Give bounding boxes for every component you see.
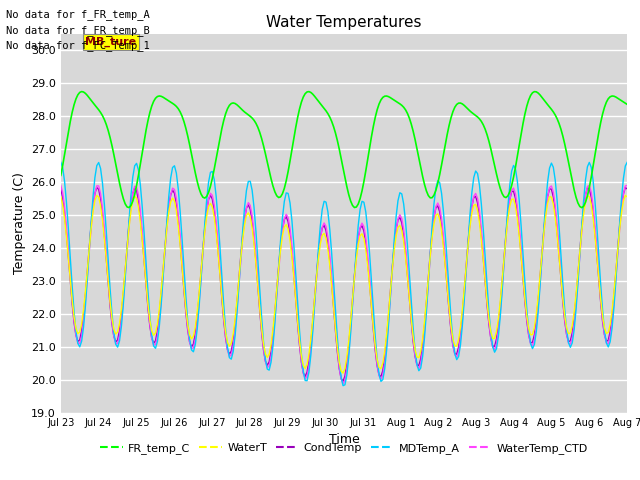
Text: No data for f_FR_temp_A: No data for f_FR_temp_A: [6, 9, 150, 20]
Text: MB_ture: MB_ture: [85, 37, 136, 48]
X-axis label: Time: Time: [328, 433, 360, 446]
Legend: FR_temp_C, WaterT, CondTemp, MDTemp_A, WaterTemp_CTD: FR_temp_C, WaterT, CondTemp, MDTemp_A, W…: [96, 439, 592, 458]
Y-axis label: Temperature (C): Temperature (C): [13, 172, 26, 274]
Text: No data for f_FC_Temp_1: No data for f_FC_Temp_1: [6, 40, 150, 51]
Text: No data for f_FR_temp_B: No data for f_FR_temp_B: [6, 24, 150, 36]
Title: Water Temperatures: Water Temperatures: [266, 15, 422, 30]
